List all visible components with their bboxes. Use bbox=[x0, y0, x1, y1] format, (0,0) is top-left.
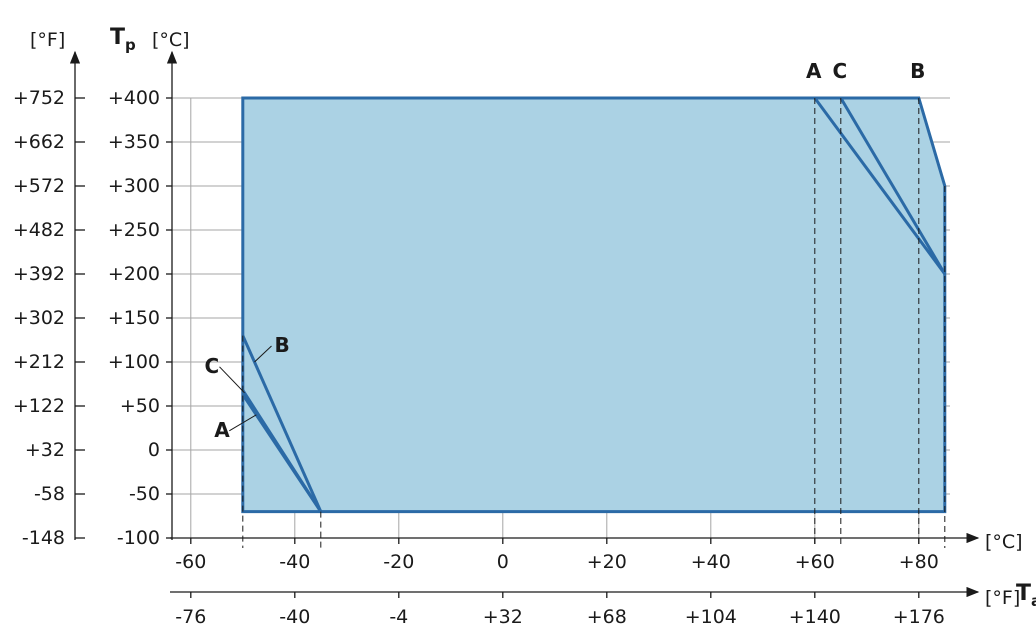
y-tick-label-celsius-8: 0 bbox=[148, 439, 160, 461]
x-tick-label-celsius-3: 0 bbox=[497, 551, 509, 573]
x-unit-celsius: [°C] bbox=[985, 531, 1023, 553]
derating-line-a-3 bbox=[813, 97, 947, 275]
leader-line-a bbox=[229, 414, 257, 432]
y-tick-label-celsius-5: +150 bbox=[108, 307, 160, 329]
y-unit-celsius: [°C] bbox=[152, 29, 190, 51]
operating-envelope bbox=[241, 96, 947, 514]
side-label-b: B bbox=[275, 333, 290, 357]
top-label-a: A bbox=[806, 59, 822, 83]
axes: +400+350+300+250+200+150+100+500-50-100+… bbox=[13, 50, 980, 628]
x-tick-label-celsius-6: +60 bbox=[795, 551, 835, 573]
y-tick-label-fahrenheit-0: +752 bbox=[13, 87, 65, 109]
x-tick-label-celsius-5: +40 bbox=[691, 551, 731, 573]
y-tick-label-celsius-9: -50 bbox=[129, 483, 160, 505]
derating-line-c-1 bbox=[241, 389, 323, 513]
y-tick-label-celsius-4: +200 bbox=[108, 263, 160, 285]
y-tick-label-celsius-6: +100 bbox=[108, 351, 160, 373]
y-tick-label-celsius-1: +350 bbox=[108, 131, 160, 153]
derating-line-c-4 bbox=[839, 97, 947, 275]
side-label-c: C bbox=[204, 354, 219, 378]
y-tick-label-fahrenheit-6: +212 bbox=[13, 351, 65, 373]
x-tick-label-fahrenheit-5: +104 bbox=[685, 606, 737, 628]
y-tick-label-celsius-10: -100 bbox=[117, 527, 160, 549]
y-tick-label-fahrenheit-10: -148 bbox=[22, 527, 65, 549]
x-tick-label-celsius-7: +80 bbox=[899, 551, 939, 573]
x-symbol-ta: Ta bbox=[1016, 581, 1036, 610]
y-tick-label-celsius-7: +50 bbox=[120, 395, 160, 417]
dashed-guides bbox=[242, 98, 946, 548]
y-unit-fahrenheit: [°F] bbox=[30, 29, 65, 51]
leader-line-c bbox=[219, 366, 245, 394]
leader-line-b bbox=[254, 345, 272, 363]
y-tick-label-celsius-2: +300 bbox=[108, 175, 160, 197]
x-tick-label-celsius-4: +20 bbox=[587, 551, 627, 573]
y-tick-label-fahrenheit-1: +662 bbox=[13, 131, 65, 153]
y-tick-label-fahrenheit-5: +302 bbox=[13, 307, 65, 329]
x-symbol-main: T bbox=[1016, 581, 1031, 606]
x-tick-label-fahrenheit-2: -4 bbox=[389, 606, 408, 628]
y-tick-label-celsius-3: +250 bbox=[108, 219, 160, 241]
y-tick-label-fahrenheit-4: +392 bbox=[13, 263, 65, 285]
top-label-c: C bbox=[832, 59, 847, 83]
x-tick-label-fahrenheit-6: +140 bbox=[789, 606, 841, 628]
x-tick-label-fahrenheit-1: -40 bbox=[279, 606, 310, 628]
y-symbol-sub: p bbox=[125, 36, 136, 54]
y-tick-label-celsius-0: +400 bbox=[108, 87, 160, 109]
y-symbol-main: T bbox=[110, 25, 125, 50]
x-tick-label-celsius-1: -40 bbox=[279, 551, 310, 573]
y-tick-label-fahrenheit-3: +482 bbox=[13, 219, 65, 241]
y-symbol-tp: Tp bbox=[110, 25, 136, 54]
x-tick-label-fahrenheit-7: +176 bbox=[893, 606, 945, 628]
x-tick-label-fahrenheit-4: +68 bbox=[587, 606, 627, 628]
y-tick-label-fahrenheit-8: +32 bbox=[25, 439, 65, 461]
top-label-b: B bbox=[910, 59, 925, 83]
x-tick-label-fahrenheit-0: -76 bbox=[175, 606, 206, 628]
y-tick-label-fahrenheit-2: +572 bbox=[13, 175, 65, 197]
y-tick-label-fahrenheit-9: -58 bbox=[34, 483, 65, 505]
x-unit-fahrenheit: [°F] bbox=[985, 587, 1020, 609]
x-tick-label-celsius-0: -60 bbox=[175, 551, 206, 573]
x-symbol-sub: a bbox=[1031, 592, 1036, 610]
derating-line-b-2 bbox=[241, 334, 323, 513]
x-tick-label-celsius-2: -20 bbox=[383, 551, 414, 573]
operating-area bbox=[241, 96, 947, 514]
x-tick-label-fahrenheit-3: +32 bbox=[483, 606, 523, 628]
side-label-a: A bbox=[214, 418, 230, 442]
y-tick-label-fahrenheit-7: +122 bbox=[13, 395, 65, 417]
